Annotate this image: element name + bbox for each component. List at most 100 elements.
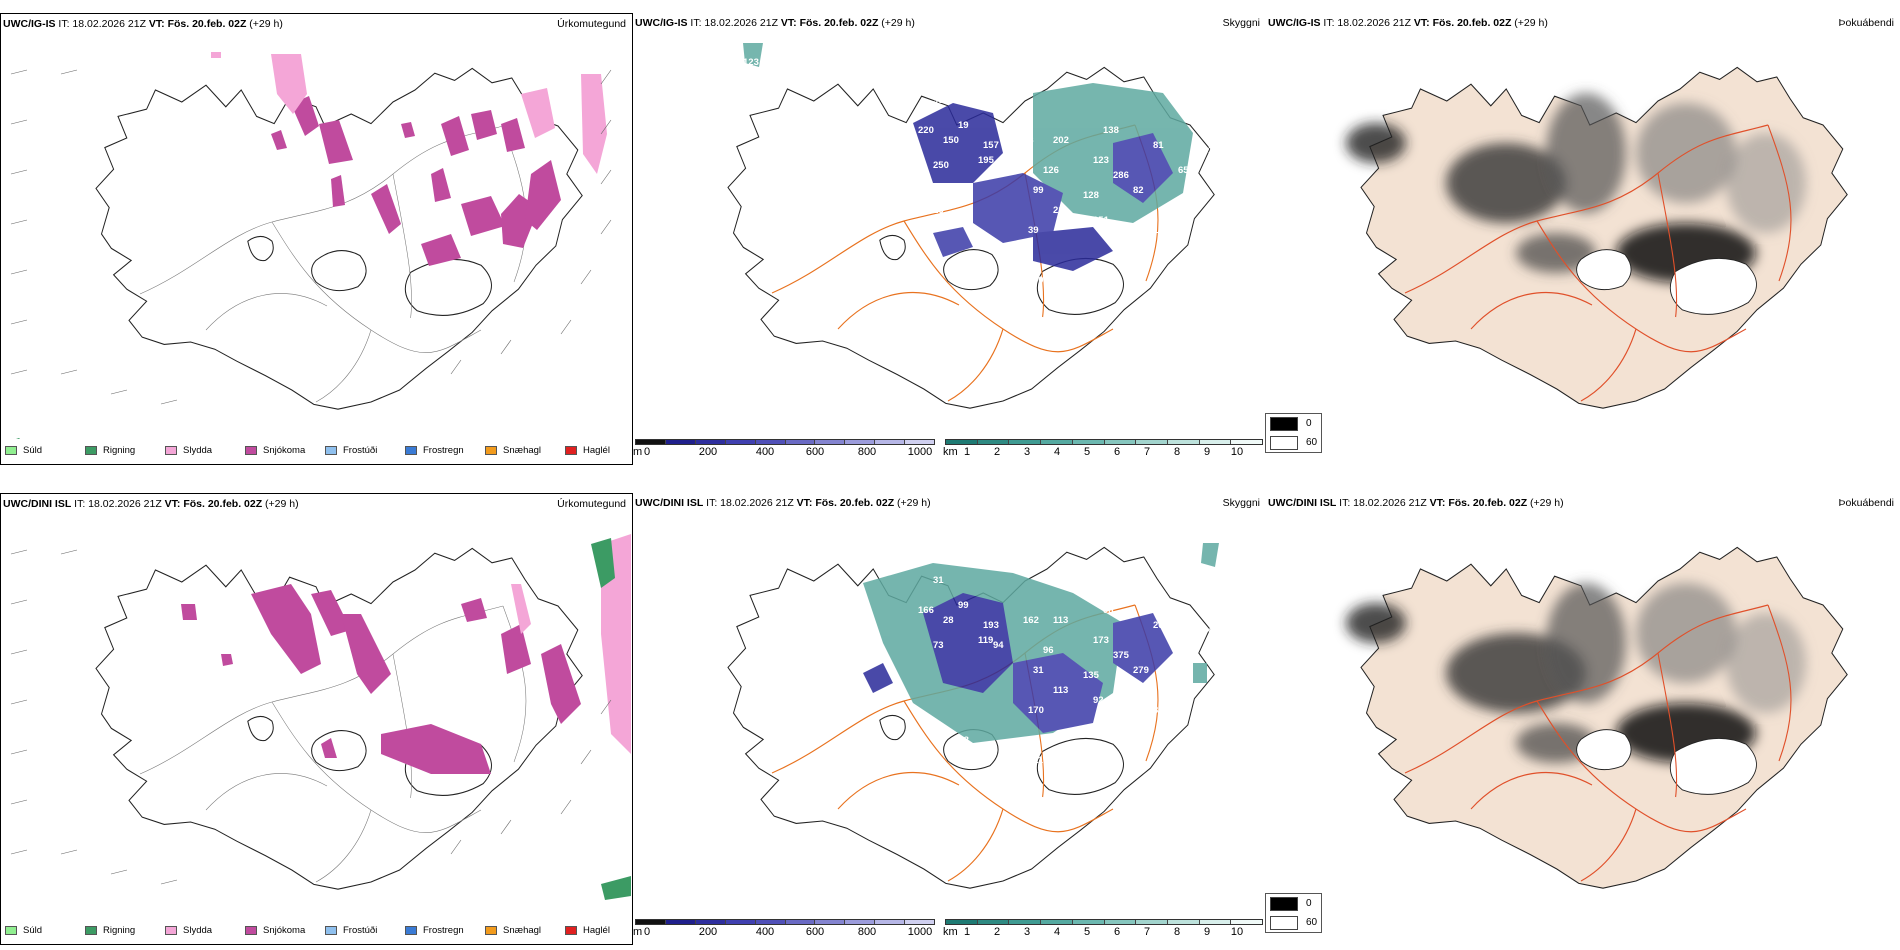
- height-tick: 400: [755, 926, 775, 938]
- height-tick: 800: [857, 446, 877, 458]
- cloud-base-value: 105: [1178, 690, 1195, 701]
- legend-item-sudd: Súld: [5, 925, 85, 936]
- visibility-tick: 8: [1173, 926, 1181, 938]
- panel-header: UWC/IG-IS IT: 18.02.2026 21Z VT: Fös. 20…: [1268, 17, 1896, 31]
- visibility-tick: 10: [1230, 926, 1244, 938]
- precip-type-map: [10, 534, 631, 900]
- fog-index-map: [1346, 66, 1848, 409]
- cloud-base-value: 126: [1043, 165, 1059, 176]
- legend-item-slydda: Slydda: [165, 445, 245, 456]
- cloud-base-value: 94: [993, 640, 1004, 651]
- legend-item-haglel: Haglél: [565, 925, 632, 936]
- cloud-base-value: 113: [1053, 685, 1068, 696]
- cloud-base-value: 87: [1063, 300, 1074, 311]
- cloud-base-areas: [863, 543, 1219, 743]
- fog-legend-value: 60: [1306, 437, 1318, 448]
- valid-time-label: VT:: [148, 18, 165, 30]
- height-tick: 0: [643, 446, 651, 458]
- visibility-unit: km: [943, 926, 958, 938]
- cloud-base-value: 261: [1153, 620, 1170, 631]
- cloud-base-value: 286: [1113, 170, 1129, 181]
- height-tick: 0: [643, 926, 651, 938]
- legend-item-slydda: Slydda: [165, 925, 245, 936]
- fog-legend-value: 0: [1306, 898, 1312, 909]
- valid-time: Fös. 20.feb. 02Z: [1432, 17, 1512, 29]
- valid-time: Fös. 20.feb. 02Z: [183, 498, 263, 510]
- visibility-tick: 8: [1173, 446, 1181, 458]
- cloud-base-value: 28: [943, 615, 954, 626]
- valid-time: Fös. 20.feb. 02Z: [167, 18, 247, 30]
- cloud-base-value: 113: [1053, 615, 1068, 626]
- height-unit: m: [633, 926, 643, 938]
- cloud-base-value: 69: [993, 160, 1004, 171]
- lead-time: (+29 h): [897, 497, 931, 509]
- cloud-base-value: 166: [918, 605, 934, 616]
- valid-time: Fös. 20.feb. 02Z: [799, 17, 879, 29]
- cloud-base-value: 117: [1103, 270, 1118, 281]
- cloud-base-value: 200: [743, 537, 759, 548]
- valid-time: Fös. 20.feb. 02Z: [1448, 497, 1528, 509]
- wind-barbs: [10, 549, 612, 885]
- snowfall-areas: [181, 584, 581, 774]
- cloud-base-value: 202: [1053, 135, 1069, 146]
- visibility-tick: 5: [1083, 446, 1091, 458]
- valid-time-label: VT:: [780, 17, 797, 29]
- fog-density-shading: [1346, 93, 1806, 283]
- visibility-tick: 7: [1143, 926, 1151, 938]
- cloud-base-value: 96: [1103, 750, 1114, 761]
- legend-item-frostregn: Frostregn: [405, 925, 485, 936]
- cloud-base-value: 19: [958, 120, 969, 131]
- legend-item-sudd: Súld: [5, 445, 85, 456]
- fog-index-map: [1346, 546, 1848, 889]
- cloud-base-value: 162: [1023, 615, 1039, 626]
- cloud-base-value: 15: [1063, 780, 1074, 791]
- issue-time: IT: 18.02.2026 21Z: [706, 497, 794, 509]
- panel-title: Þokuábendi: [1838, 17, 1894, 29]
- cloud-visibility-map: 200 31 166 28 99 193 162 119 113 98 73 94 96 173 375 26…: [727, 537, 1225, 889]
- cloud-base-value: 16: [933, 205, 944, 216]
- cloud-base-value: 435: [1208, 625, 1225, 636]
- cloud-base-value: 375: [1113, 650, 1130, 661]
- cloud-base-value: 119: [1033, 755, 1048, 766]
- cloud-base-value: 99: [1033, 185, 1044, 196]
- fog-index-panel-ig-is: UWC/IG-IS IT: 18.02.2026 21Z VT: Fös. 20…: [1266, 13, 1900, 465]
- cloud-base-value: 98: [1103, 605, 1114, 616]
- cloud-base-value: 135: [998, 275, 1015, 286]
- visibility-tick: 1: [963, 926, 971, 938]
- fog-legend-value: 60: [1306, 917, 1318, 928]
- precip-type-legend: Súld Rigning Slydda Snjókoma Frostúði Fr…: [5, 922, 632, 938]
- visibility-tick: 9: [1203, 446, 1211, 458]
- panel-title: Skyggni: [1222, 17, 1260, 29]
- cloud-base-value: 138: [1103, 125, 1119, 136]
- cloud-base-value: 128: [1083, 190, 1099, 201]
- cloud-base-value: 135: [1208, 145, 1225, 156]
- issue-time: IT: 18.02.2026 21Z: [1339, 497, 1427, 509]
- cloud-base-value: 99: [933, 95, 944, 106]
- legend-item-frostudi: Frostúði: [325, 445, 405, 456]
- legend-item-snjokoma: Snjókoma: [245, 925, 325, 936]
- cloud-base-value: 31: [1033, 665, 1044, 676]
- visibility-tick: 2: [993, 926, 1001, 938]
- legend-item-rigning: Rigning: [85, 925, 165, 936]
- cloud-base-value: 82: [1133, 185, 1144, 196]
- legend-item-haglel: Haglél: [565, 445, 632, 456]
- height-tick: 200: [698, 926, 718, 938]
- cloud-base-value: 98: [1023, 135, 1034, 146]
- visibility-tick: 7: [1143, 446, 1151, 458]
- cloud-base-value: 209: [1178, 645, 1194, 656]
- cloud-base-value: 90: [1033, 275, 1044, 286]
- cloud-visibility-map: 123 99 220 150 19 157 98 195 202 138 250 69 126 123 28…: [727, 43, 1225, 409]
- visibility-tick: 5: [1083, 926, 1091, 938]
- panel-title: Úrkomutegund: [557, 18, 626, 30]
- visibility-tick: 4: [1053, 446, 1061, 458]
- cloud-base-value: 151: [1093, 215, 1110, 226]
- cloud-base-value: 91: [988, 245, 999, 256]
- panel-title: Þokuábendi: [1838, 497, 1894, 509]
- visibility-tick: 1: [963, 446, 971, 458]
- precip-type-map: [10, 52, 612, 439]
- visibility-colorbar: km 1 2 3 4 5 6 7 8 9 10: [943, 439, 1263, 459]
- valid-time-label: VT:: [1413, 17, 1430, 29]
- snowfall-areas: [271, 96, 561, 266]
- cloud-base-value: 104: [1193, 185, 1210, 196]
- cloud-base-value: 31: [933, 575, 944, 586]
